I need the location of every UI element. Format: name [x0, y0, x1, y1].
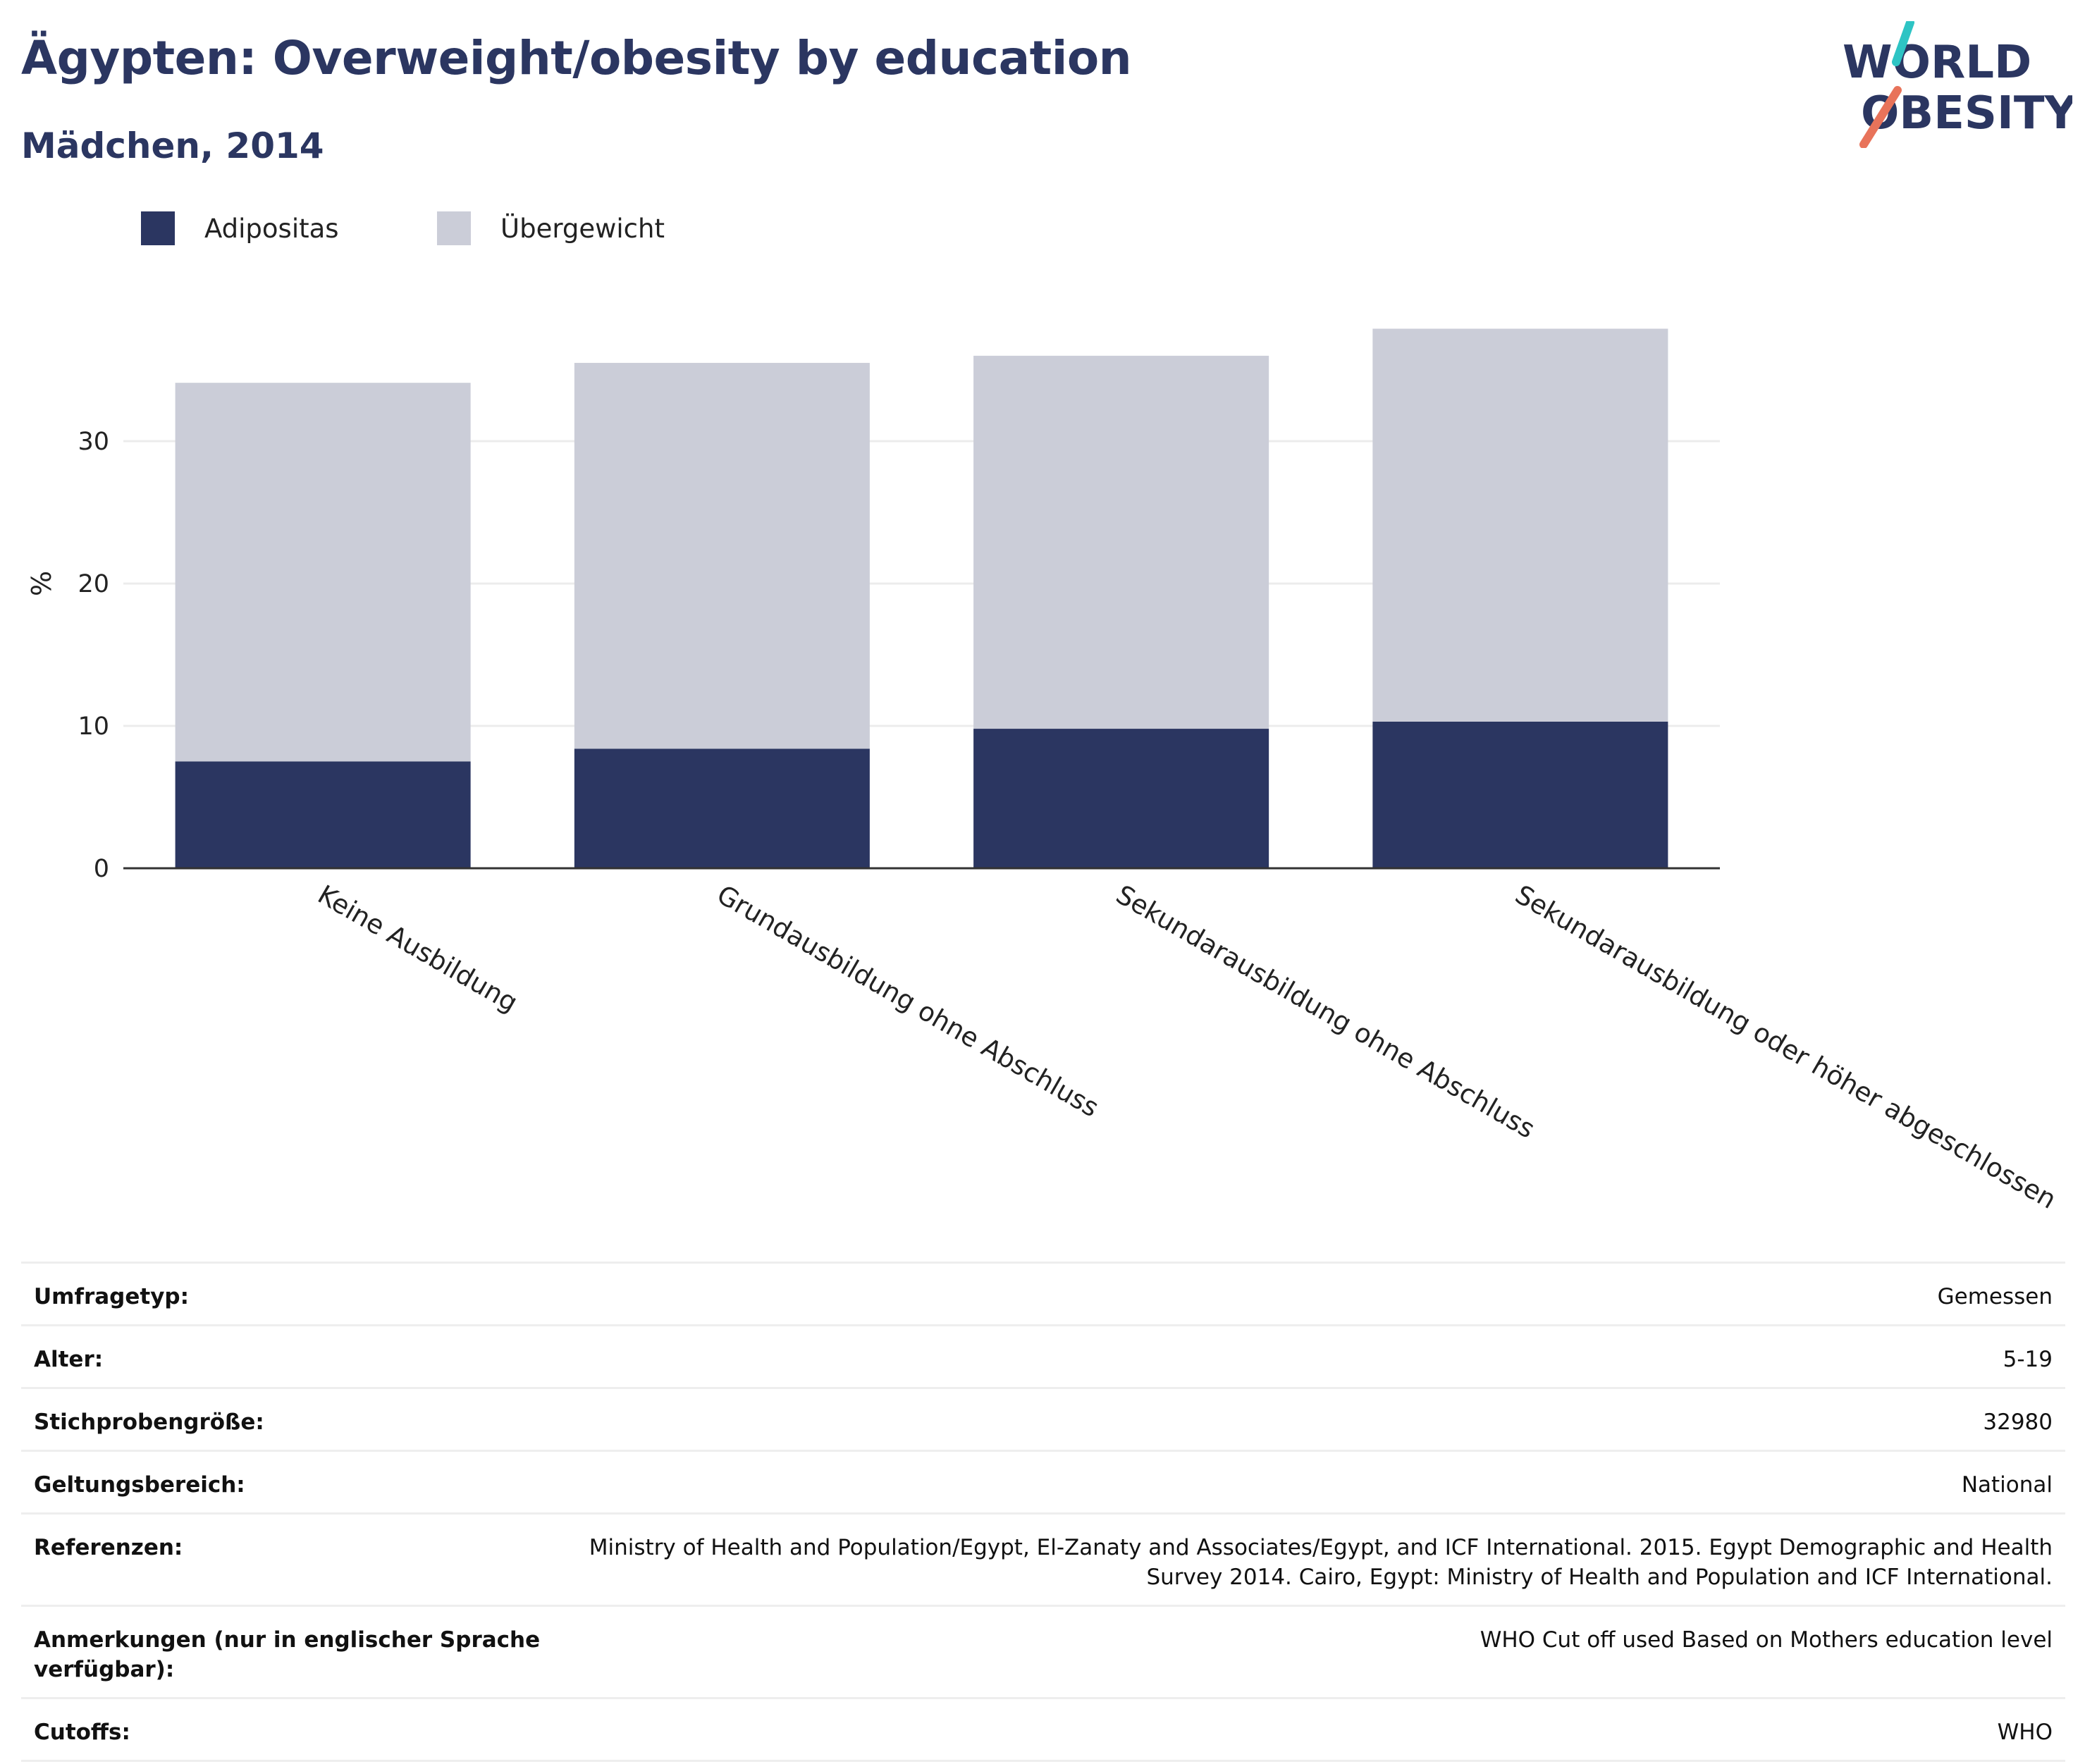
page-subtitle: Mädchen, 2014: [21, 125, 324, 166]
bar-obesity-0: [175, 761, 471, 868]
metadata-table: Umfragetyp: Gemessen Alter: 5-19 Stichproben…: [21, 1262, 2065, 1762]
meta-row: Umfragetyp: Gemessen: [21, 1264, 2065, 1326]
page-title: Ägypten: Overweight/obesity by education: [21, 31, 1132, 85]
bar-overweight-2: [973, 355, 1269, 729]
meta-row: Stichprobengröße: 32980: [21, 1389, 2065, 1452]
y-axis-ticks: 0 10 20 30: [78, 428, 109, 883]
x-category-label: Grundausbildung ohne Abschluss: [712, 880, 1104, 1123]
meta-row: Anmerkungen (nur in englischer Sprache v…: [21, 1607, 2065, 1699]
logo-line1: WORLD: [1843, 37, 2031, 89]
y-tick-label: 30: [78, 428, 109, 456]
legend: Adipositas Übergewicht: [141, 211, 665, 245]
bar-obesity-3: [1372, 721, 1668, 868]
meta-value: Ministry of Health and Population/Egypt,…: [589, 1535, 2053, 1590]
meta-value: 32980: [1983, 1410, 2053, 1435]
meta-row: Alter: 5-19: [21, 1326, 2065, 1389]
meta-label: Cutoffs:: [34, 1720, 130, 1745]
meta-value: WHO: [1997, 1720, 2053, 1745]
meta-label: Referenzen:: [34, 1535, 183, 1560]
legend-label-1: Übergewicht: [500, 214, 665, 244]
meta-label: Anmerkungen (nur in englischer Sprache v…: [34, 1627, 541, 1682]
meta-row: Geltungsbereich: National: [21, 1452, 2065, 1515]
y-tick-label: 0: [94, 855, 109, 883]
world-obesity-logo: WORLD OBESITY: [1843, 21, 2072, 148]
bar-obesity-2: [973, 729, 1269, 868]
x-axis-labels: Keine Ausbildung Grundausbildung ohne Abs…: [313, 880, 2062, 1215]
meta-value: National: [1961, 1472, 2053, 1498]
legend-swatch-1: [437, 211, 471, 245]
meta-value: Gemessen: [1937, 1284, 2053, 1309]
legend-label-0: Adipositas: [204, 214, 339, 244]
bars: [123, 328, 1720, 870]
x-category-label: Keine Ausbildung: [313, 880, 523, 1018]
meta-value: WHO Cut off used Based on Mothers educat…: [1480, 1627, 2053, 1653]
y-tick-label: 20: [78, 570, 109, 598]
bar-obesity-1: [574, 748, 870, 868]
bar-overweight-0: [175, 383, 471, 762]
meta-label: Alter:: [34, 1347, 104, 1372]
meta-row: Cutoffs: WHO: [21, 1699, 2065, 1762]
legend-swatch-0: [141, 211, 175, 245]
bar-overweight-3: [1372, 328, 1668, 722]
chart: Adipositas Übergewicht 0 10 20 30 Keine Ausb…: [26, 211, 2062, 1215]
logo-coral-stroke: [1859, 86, 1902, 148]
logo-teal-stroke: [1892, 21, 1914, 66]
x-category-label: Sekundarausbildung ohne Abschluss: [1111, 880, 1540, 1145]
meta-row: Referenzen: Ministry of Health and Popula…: [21, 1515, 2065, 1607]
y-axis-title: %: [26, 571, 57, 596]
meta-label: Geltungsbereich:: [34, 1472, 245, 1498]
bar-overweight-1: [574, 362, 870, 749]
meta-value: 5-19: [2003, 1347, 2053, 1372]
y-tick-label: 10: [78, 713, 109, 741]
meta-label: Stichprobengröße:: [34, 1410, 264, 1435]
meta-label: Umfragetyp:: [34, 1284, 189, 1309]
x-category-label: Sekundarausbildung oder höher abgeschlos…: [1510, 880, 2061, 1215]
